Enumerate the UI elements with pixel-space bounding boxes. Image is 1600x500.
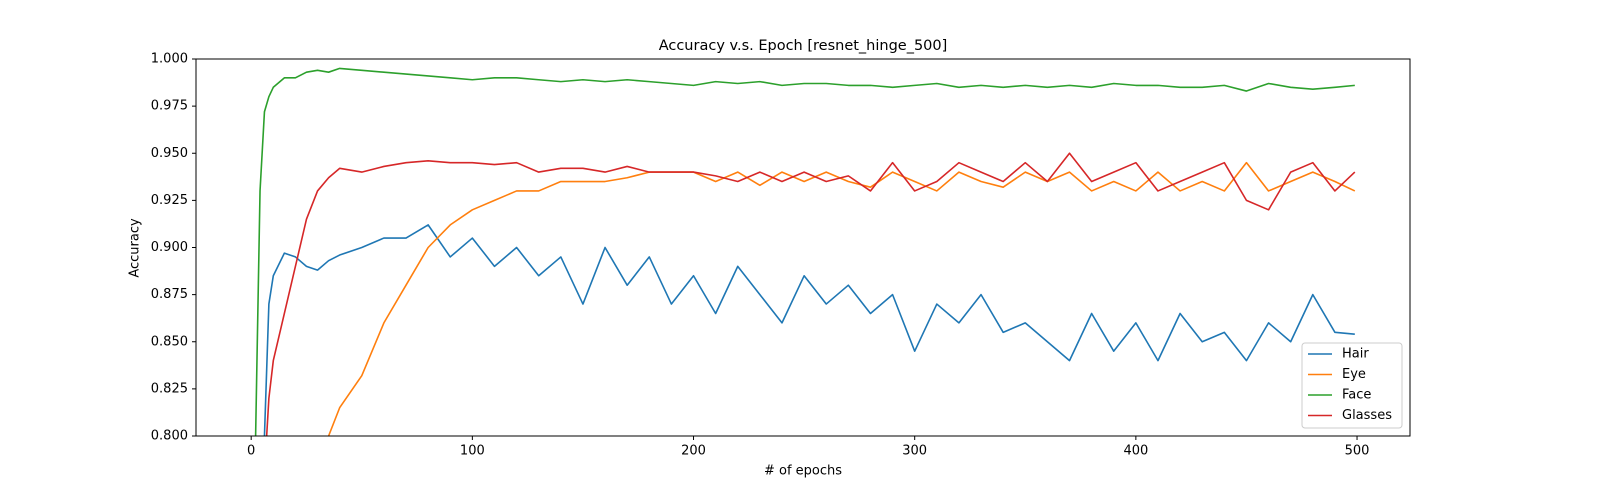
y-tick-label: 0.975 — [151, 99, 188, 114]
x-tick-label: 0 — [247, 444, 255, 459]
x-tick-label: 100 — [460, 444, 485, 459]
line-series — [265, 152, 1356, 436]
y-tick-label: 0.850 — [151, 334, 188, 349]
y-tick-label: 0.950 — [151, 146, 188, 161]
line-series — [263, 224, 1355, 436]
legend-label: Glasses — [1342, 408, 1392, 423]
y-tick-label: 1.000 — [151, 52, 188, 67]
y-tick-label: 0.900 — [151, 240, 188, 255]
line-series — [254, 67, 1355, 436]
plot-lines — [254, 67, 1356, 436]
y-tick-label: 0.875 — [151, 287, 188, 302]
y-tick-label: 0.925 — [151, 193, 188, 208]
legend-box — [1301, 342, 1403, 429]
legend-label: Eye — [1342, 367, 1366, 382]
x-tick-label: 500 — [1345, 444, 1370, 459]
chart-title: Accuracy v.s. Epoch [resnet_hinge_500] — [659, 38, 948, 54]
y-tick-label: 0.825 — [151, 381, 188, 396]
x-tick-label: 200 — [681, 444, 706, 459]
legend-label: Face — [1342, 388, 1371, 403]
legend-label: Hair — [1342, 347, 1369, 362]
line-series — [327, 161, 1356, 436]
x-axis-label: # of epochs — [764, 464, 842, 479]
x-tick-label: 400 — [1123, 444, 1148, 459]
y-axis-label: Accuracy — [128, 218, 143, 278]
x-tick-label: 300 — [902, 444, 927, 459]
y-tick-label: 0.800 — [151, 429, 188, 444]
